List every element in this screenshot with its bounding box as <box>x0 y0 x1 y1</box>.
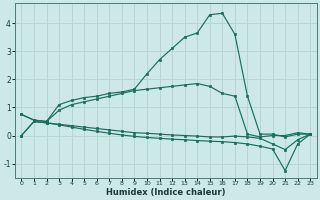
X-axis label: Humidex (Indice chaleur): Humidex (Indice chaleur) <box>106 188 226 197</box>
